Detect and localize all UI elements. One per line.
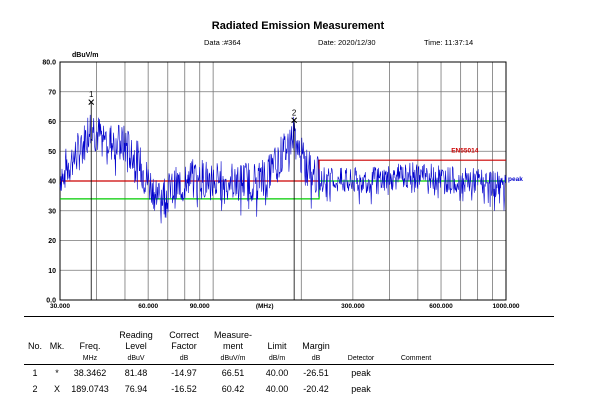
col-margin-header: Margin [302, 341, 330, 351]
row-limit: 40.00 [265, 368, 289, 378]
trace-label: peak [508, 176, 523, 183]
marker-label: 2 [292, 108, 297, 117]
col-correct-header: Correct Factor [169, 330, 199, 351]
col-limit-header: Limit [267, 341, 287, 351]
row-detector: peak [351, 368, 371, 378]
unit-margin: dB [296, 352, 336, 365]
row-margin: -20.42 [303, 384, 329, 394]
unit-correct: dB [160, 352, 208, 365]
row-no: 1 [32, 368, 38, 378]
x-tick-label: 30.000 [50, 303, 70, 310]
col-mk-header: Mk. [49, 341, 65, 351]
emission-chart: 80.0 70 60 50 40 30 20 10 0.030.000 60.000 90.000 3… [42, 52, 523, 310]
row-reading: 81.48 [124, 368, 148, 378]
time-label: Time: 11:37:14 [424, 38, 474, 47]
table-units-row: MHz dBuV dB dBuV/m dB/m dB Detector Comm… [24, 352, 554, 365]
row-no: 2 [32, 384, 38, 394]
x-unit-label: (MHz) [256, 303, 274, 310]
col-freq-header: Freq. [79, 341, 101, 351]
row-margin: -26.51 [303, 368, 329, 378]
row-correct: -14.97 [171, 368, 197, 378]
row-correct: -16.52 [171, 384, 197, 394]
x-tick-label: 90.000 [190, 303, 210, 310]
x-tick-label: 60.000 [138, 303, 158, 310]
table-row: 2 X 189.0743 76.94 -16.52 60.42 40.00 -2… [24, 381, 554, 397]
y-tick-label: 20 [48, 238, 56, 245]
unit-detector: Detector [336, 352, 386, 365]
unit-measure: dBuV/m [208, 352, 258, 365]
row-measure: 60.42 [221, 384, 245, 394]
unit-freq: MHz [68, 352, 112, 365]
table-top-rule [24, 316, 554, 317]
unit-comment: Comment [386, 352, 446, 365]
limit-line-label: EN55014 [451, 148, 478, 155]
x-tick-label: 1000.000 [492, 303, 519, 310]
date-label: Date: 2020/12/30 [318, 38, 376, 47]
y-tick-label: 0.0 [46, 298, 56, 305]
y-tick-label: 50 [48, 149, 56, 156]
col-no-header: No. [27, 341, 42, 351]
row-mk: * [55, 368, 59, 378]
y-tick-label: 60 [48, 119, 56, 126]
report-title: Radiated Emission Measurement [211, 20, 385, 32]
row-freq: 189.0743 [71, 384, 109, 394]
col-measure-header: Measure-ment [213, 330, 252, 351]
row-freq: 38.3462 [73, 368, 107, 378]
data-id-label: Data :#364 [204, 38, 241, 47]
measurement-trace [59, 114, 507, 224]
y-axis-label: dBuV/m [72, 52, 98, 59]
y-tick-label: 70 [48, 89, 56, 96]
x-tick-label: 600.000 [429, 303, 453, 310]
row-reading: 76.94 [124, 384, 148, 394]
y-tick-label: 30 [48, 208, 56, 215]
marker-label: 1 [89, 90, 94, 99]
table-header-row: No. Mk. Freq. Reading Level Correct Factor… [24, 318, 554, 352]
unit-limit: dB/m [258, 352, 296, 365]
row-mk: X [53, 384, 60, 394]
col-reading-header: Reading Level [119, 330, 153, 351]
row-limit: 40.00 [265, 384, 289, 394]
y-tick-label: 80.0 [42, 60, 56, 67]
marker-x-icon [88, 99, 95, 105]
row-comment [386, 365, 446, 382]
row-comment [386, 381, 446, 397]
y-tick-label: 40 [48, 179, 56, 186]
y-tick-label: 10 [48, 268, 56, 275]
limit-line [60, 180, 506, 200]
results-table: No. Mk. Freq. Reading Level Correct Factor… [24, 318, 554, 397]
marker-x-icon [291, 117, 298, 124]
row-measure: 66.51 [221, 368, 245, 378]
table-row: 1 * 38.3462 81.48 -14.97 66.51 40.00 -26… [24, 365, 554, 382]
x-tick-label: 300.000 [341, 303, 365, 310]
unit-reading: dBuV [112, 352, 160, 365]
row-detector: peak [351, 384, 371, 394]
